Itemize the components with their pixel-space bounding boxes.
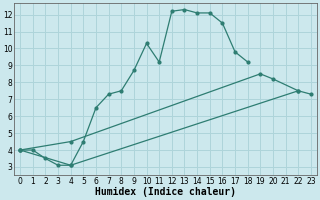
- X-axis label: Humidex (Indice chaleur): Humidex (Indice chaleur): [95, 187, 236, 197]
